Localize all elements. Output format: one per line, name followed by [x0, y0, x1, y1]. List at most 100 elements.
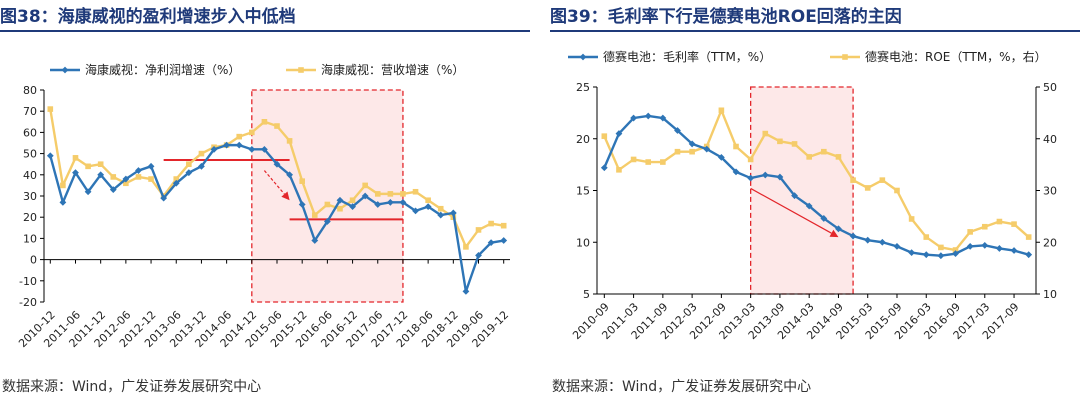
data-point	[879, 177, 886, 183]
data-point	[475, 227, 482, 233]
data-point	[449, 209, 457, 217]
chart-panel-profit-growth: 图38：海康威视的盈利增速步入中低档 -20 -10 0 10 20 30 40 50 60 70…	[0, 0, 530, 401]
data-point	[1025, 234, 1032, 240]
y-tick-label: 25	[576, 81, 590, 94]
data-point	[236, 133, 243, 140]
title-divider	[550, 30, 1080, 32]
data-point	[776, 173, 784, 181]
data-point	[674, 127, 681, 134]
y-tick-label: 70	[23, 105, 37, 118]
chart-plot-profit-growth: -20-10010203040506070802010-122011-06201…	[16, 62, 511, 350]
data-point	[110, 174, 117, 180]
data-point	[72, 169, 79, 177]
data-point	[630, 114, 637, 122]
data-point	[630, 156, 637, 163]
data-point	[400, 191, 406, 197]
legend-swatch-marker	[842, 54, 848, 60]
y-tick-label: 10	[23, 232, 37, 245]
data-point	[362, 182, 368, 189]
data-point	[248, 145, 256, 153]
y-tick-label: -20	[19, 296, 37, 309]
data-point	[186, 161, 192, 167]
legend-item: 德赛电池：毛利率（TTM，%）	[568, 49, 771, 64]
data-point	[109, 186, 117, 194]
data-point	[732, 168, 740, 176]
data-point	[235, 141, 243, 149]
y-tick-label: -10	[19, 275, 37, 288]
data-point	[601, 133, 608, 139]
data-point	[805, 202, 813, 210]
data-point	[615, 130, 623, 137]
series-1	[600, 112, 1033, 260]
data-point	[878, 238, 886, 246]
data-point	[864, 236, 872, 244]
data-point	[274, 123, 280, 129]
data-point	[908, 249, 916, 256]
data-point	[791, 192, 798, 200]
data-point	[173, 176, 180, 182]
data-point	[893, 242, 901, 250]
data-point	[311, 212, 318, 218]
data-point	[374, 201, 382, 208]
data-point	[135, 174, 142, 180]
data-point	[462, 288, 470, 295]
legend-swatch-marker	[579, 53, 587, 61]
data-point	[981, 241, 989, 249]
legend-item: 海康威视：营收增速（%）	[286, 62, 464, 77]
data-point	[894, 187, 900, 194]
data-point	[600, 164, 608, 172]
data-point	[908, 216, 915, 222]
data-point	[500, 237, 508, 244]
data-point	[967, 229, 973, 235]
data-point	[424, 203, 432, 210]
chart-source: 数据来源：Wind，广发证券发展研究中心	[552, 379, 812, 395]
data-point	[659, 114, 667, 122]
data-point	[645, 159, 652, 165]
y-tick-label: 60	[23, 126, 37, 139]
trend-arrow-head	[281, 191, 290, 201]
data-point	[689, 148, 695, 155]
data-point	[463, 244, 469, 250]
y-tick-label: 20	[23, 211, 37, 224]
data-point	[747, 174, 755, 182]
chart-title: 图38：海康威视的盈利增速步入中低档	[0, 7, 296, 27]
y-tick-label: 5	[583, 288, 590, 301]
data-point	[703, 145, 711, 153]
y-tick-label: 15	[576, 185, 590, 198]
data-point	[849, 232, 857, 240]
y2-tick-label: 40	[1043, 133, 1057, 146]
data-point	[412, 207, 419, 215]
data-point	[717, 153, 725, 161]
data-point	[488, 220, 494, 227]
legend-label: 德赛电池：毛利率（TTM，%）	[603, 49, 771, 64]
data-point	[791, 141, 798, 147]
y-tick-label: 10	[576, 236, 590, 249]
data-point	[97, 161, 104, 167]
data-point	[660, 159, 666, 165]
y2-tick-label: 50	[1043, 81, 1057, 94]
legend-item: 海康威视：净利润增速（%）	[50, 62, 240, 77]
data-point	[336, 196, 344, 204]
y-tick-label: 80	[23, 84, 37, 97]
legend-label: 德赛电池：ROE（TTM，%，右）	[865, 49, 1047, 64]
data-point	[425, 197, 431, 204]
data-point	[249, 129, 255, 136]
data-point	[674, 148, 681, 155]
data-point	[261, 119, 268, 125]
data-point	[1010, 247, 1018, 254]
trend-arrow-line	[750, 187, 832, 234]
data-point	[374, 191, 381, 197]
data-point	[299, 178, 305, 184]
legend-swatch-marker	[61, 66, 69, 74]
y2-tick-label: 30	[1043, 185, 1057, 198]
data-point	[761, 171, 769, 179]
data-point	[966, 242, 974, 250]
y2-tick-label: 20	[1043, 236, 1057, 249]
title-divider	[0, 30, 530, 32]
data-point	[688, 140, 696, 148]
data-point	[835, 154, 842, 160]
data-point	[210, 145, 218, 153]
data-point	[361, 192, 369, 200]
data-point	[286, 171, 293, 179]
